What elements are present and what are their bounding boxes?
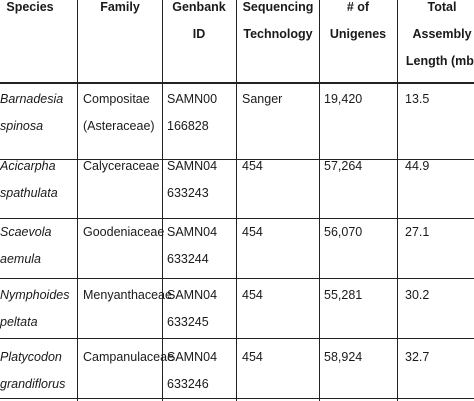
header-genbank-id: Genbank ID	[172, 0, 226, 41]
table-row-1-family: Compositae (Asteraceae)	[83, 92, 155, 133]
table-row-5-id: SAMN04 633246	[167, 350, 218, 391]
table-row-1-unigenes: 19,420	[324, 92, 363, 106]
table-row-5-family: Campanulaceae	[83, 350, 175, 364]
table-row-3-family: Goodeniaceae	[83, 225, 165, 239]
table-row-1-length: 13.5	[405, 92, 430, 106]
table-row-1-tech: Sanger	[242, 92, 283, 106]
table-row-3-id: SAMN04 633244	[167, 225, 218, 266]
table-row-2-species: Acicarpha spathulata	[0, 159, 58, 200]
table-row-5-tech: 454	[242, 350, 263, 364]
header-species: Species	[6, 0, 54, 14]
table-row-5-unigenes: 58,924	[324, 350, 363, 364]
header-sequencing-technology: Sequencing Technology	[242, 0, 314, 41]
table-row-4-id: SAMN04 633245	[167, 288, 218, 329]
table-row-4-length: 30.2	[405, 288, 430, 302]
table-row-2-unigenes: 57,264	[324, 159, 363, 173]
table-row-3-length: 27.1	[405, 225, 430, 239]
table-row-4-tech: 454	[242, 288, 263, 302]
table-row-1-id: SAMN00 166828	[167, 92, 218, 133]
table-row-3-tech: 454	[242, 225, 263, 239]
table-row-4-species: Nymphoides peltata	[0, 288, 70, 329]
table-row-2-length: 44.9	[405, 159, 430, 173]
table-row-4-family: Menyanthaceae	[83, 288, 172, 302]
table-row-3-unigenes: 56,070	[324, 225, 363, 239]
header-family: Family	[100, 0, 140, 14]
table-row-2-family: Calyceraceae	[83, 159, 160, 173]
table-row-2-tech: 454	[242, 159, 263, 173]
table-row-3-species: Scaevola aemula	[0, 225, 52, 266]
header-total-assembly-length: Total Assembly Length (mb)	[405, 0, 474, 68]
table-row-5-length: 32.7	[405, 350, 430, 364]
table-row-4-unigenes: 55,281	[324, 288, 363, 302]
header-unigenes: # of Unigenes	[329, 0, 387, 41]
table-row-5-species: Platycodon grandiflorus	[0, 350, 66, 391]
table-row-2-id: SAMN04 633243	[167, 159, 218, 200]
table-row-1-species: Barnadesia spinosa	[0, 92, 64, 133]
